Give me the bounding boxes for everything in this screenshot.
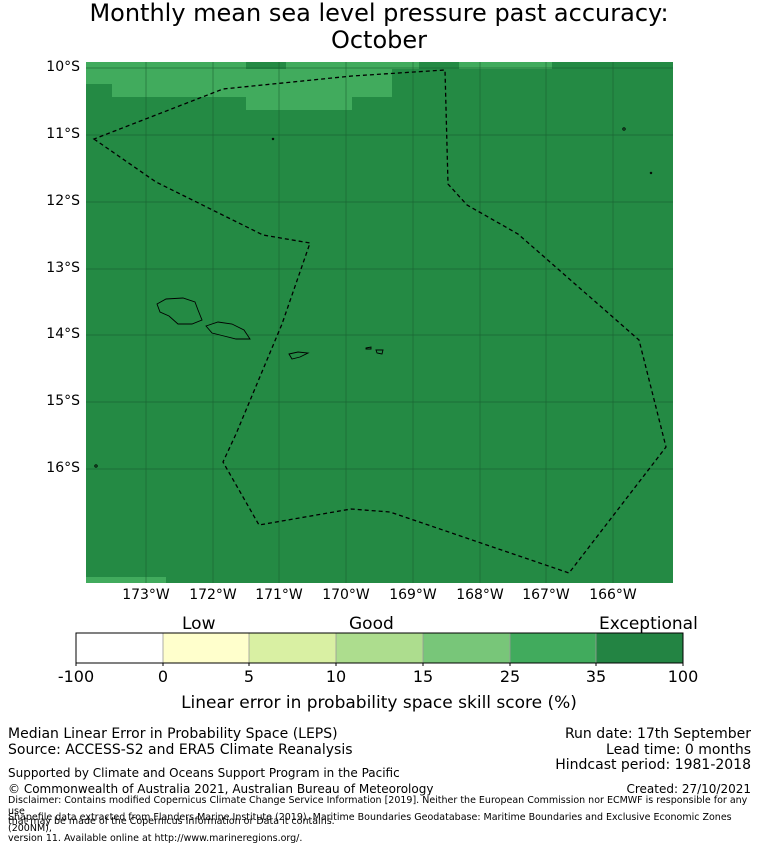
colorbar-tick-0: 0 <box>157 667 169 686</box>
graticule <box>86 62 673 583</box>
shapefile-line-1: Shapefile data extracted from Flanders M… <box>8 812 732 834</box>
map-background <box>86 62 673 583</box>
footer-run-date: Run date: 17th September <box>564 726 751 742</box>
footer-supported: Supported by Climate and Oceans Support … <box>8 766 400 780</box>
lon-label-169w: 169°W <box>389 587 437 603</box>
lon-label-166w: 166°W <box>589 587 637 603</box>
colorbar-bin-7 <box>596 633 683 663</box>
footer-lead-time: Lead time: 0 months <box>606 742 751 758</box>
category-good: Good <box>349 614 394 634</box>
lat-label-13s: 13°S <box>46 260 80 276</box>
colorbar-tick-minus100: -100 <box>57 667 95 686</box>
category-low: Low <box>182 614 216 634</box>
lat-label-11s: 11°S <box>46 126 80 142</box>
footer-disclaimer: Disclaimer: Contains modified Copernicus… <box>8 795 756 828</box>
colorbar-bin-4 <box>336 633 423 663</box>
lon-label-170w: 170°W <box>322 587 370 603</box>
footer-hindcast: Hindcast period: 1981-2018 <box>555 757 751 773</box>
lat-label-15s: 15°S <box>46 393 80 409</box>
colorbar-ticks <box>75 663 684 666</box>
colorbar-bin-2 <box>163 633 249 663</box>
disclaimer-line-2: that may be made of the Copernicus Infor… <box>8 816 335 827</box>
title-line-1: Monthly mean sea level pressure past acc… <box>89 0 669 27</box>
tutuila-island <box>288 351 310 360</box>
chart-title: Monthly mean sea level pressure past acc… <box>0 0 758 54</box>
lat-label-14s: 14°S <box>46 326 80 342</box>
colorbar-bin-1 <box>76 633 163 663</box>
small-islet <box>271 137 275 141</box>
disclaimer-line-1: Disclaimer: Contains modified Copernicus… <box>8 795 748 817</box>
manua-island-1 <box>365 346 372 350</box>
footer-method: Median Linear Error in Probability Space… <box>8 726 338 742</box>
colorbar-tick-100: 100 <box>667 667 699 686</box>
western-islet <box>94 464 98 468</box>
lon-label-168w: 168°W <box>456 587 504 603</box>
colorbar-bin-5 <box>423 633 510 663</box>
colorbar-title: Linear error in probability space skill … <box>181 693 577 713</box>
colorbar-tick-25: 25 <box>499 667 521 686</box>
manua-island-2 <box>375 349 384 355</box>
swains-island <box>622 127 626 131</box>
footer-source: Source: ACCESS-S2 and ERA5 Climate Reana… <box>8 742 353 758</box>
shapefile-line-2: version 11. Available online at http://w… <box>8 833 303 844</box>
colorbar-bin-3 <box>249 633 336 663</box>
colorbar-bin-6 <box>510 633 596 663</box>
colorbar-frame <box>75 632 684 664</box>
colorbar <box>75 632 684 666</box>
footer-copyright: © Commonwealth of Australia 2021, Austra… <box>8 782 434 796</box>
colorbar-tick-15: 15 <box>412 667 434 686</box>
lon-label-171w: 171°W <box>255 587 303 603</box>
footer-created: Created: 27/10/2021 <box>626 782 751 796</box>
map-panel <box>86 62 673 583</box>
islands <box>94 127 653 468</box>
footer-shapefile: Shapefile data extracted from Flanders M… <box>8 812 756 845</box>
lat-label-16s: 16°S <box>46 460 80 476</box>
colorbar-tick-10: 10 <box>325 667 347 686</box>
lat-label-12s: 12°S <box>46 193 80 209</box>
colorbar-tick-35: 35 <box>585 667 607 686</box>
rose-atoll <box>649 171 653 175</box>
lon-label-167w: 167°W <box>522 587 570 603</box>
upolu-island <box>205 321 251 340</box>
lon-label-172w: 172°W <box>189 587 237 603</box>
eez-boundary <box>92 69 667 574</box>
lat-label-10s: 10°S <box>46 59 80 75</box>
savaii-island <box>156 297 203 325</box>
title-line-2: October <box>330 26 428 54</box>
category-exceptional: Exceptional <box>599 614 698 634</box>
colorbar-dividers <box>162 633 597 663</box>
colorbar-tick-5: 5 <box>243 667 255 686</box>
lon-label-173w: 173°W <box>122 587 170 603</box>
